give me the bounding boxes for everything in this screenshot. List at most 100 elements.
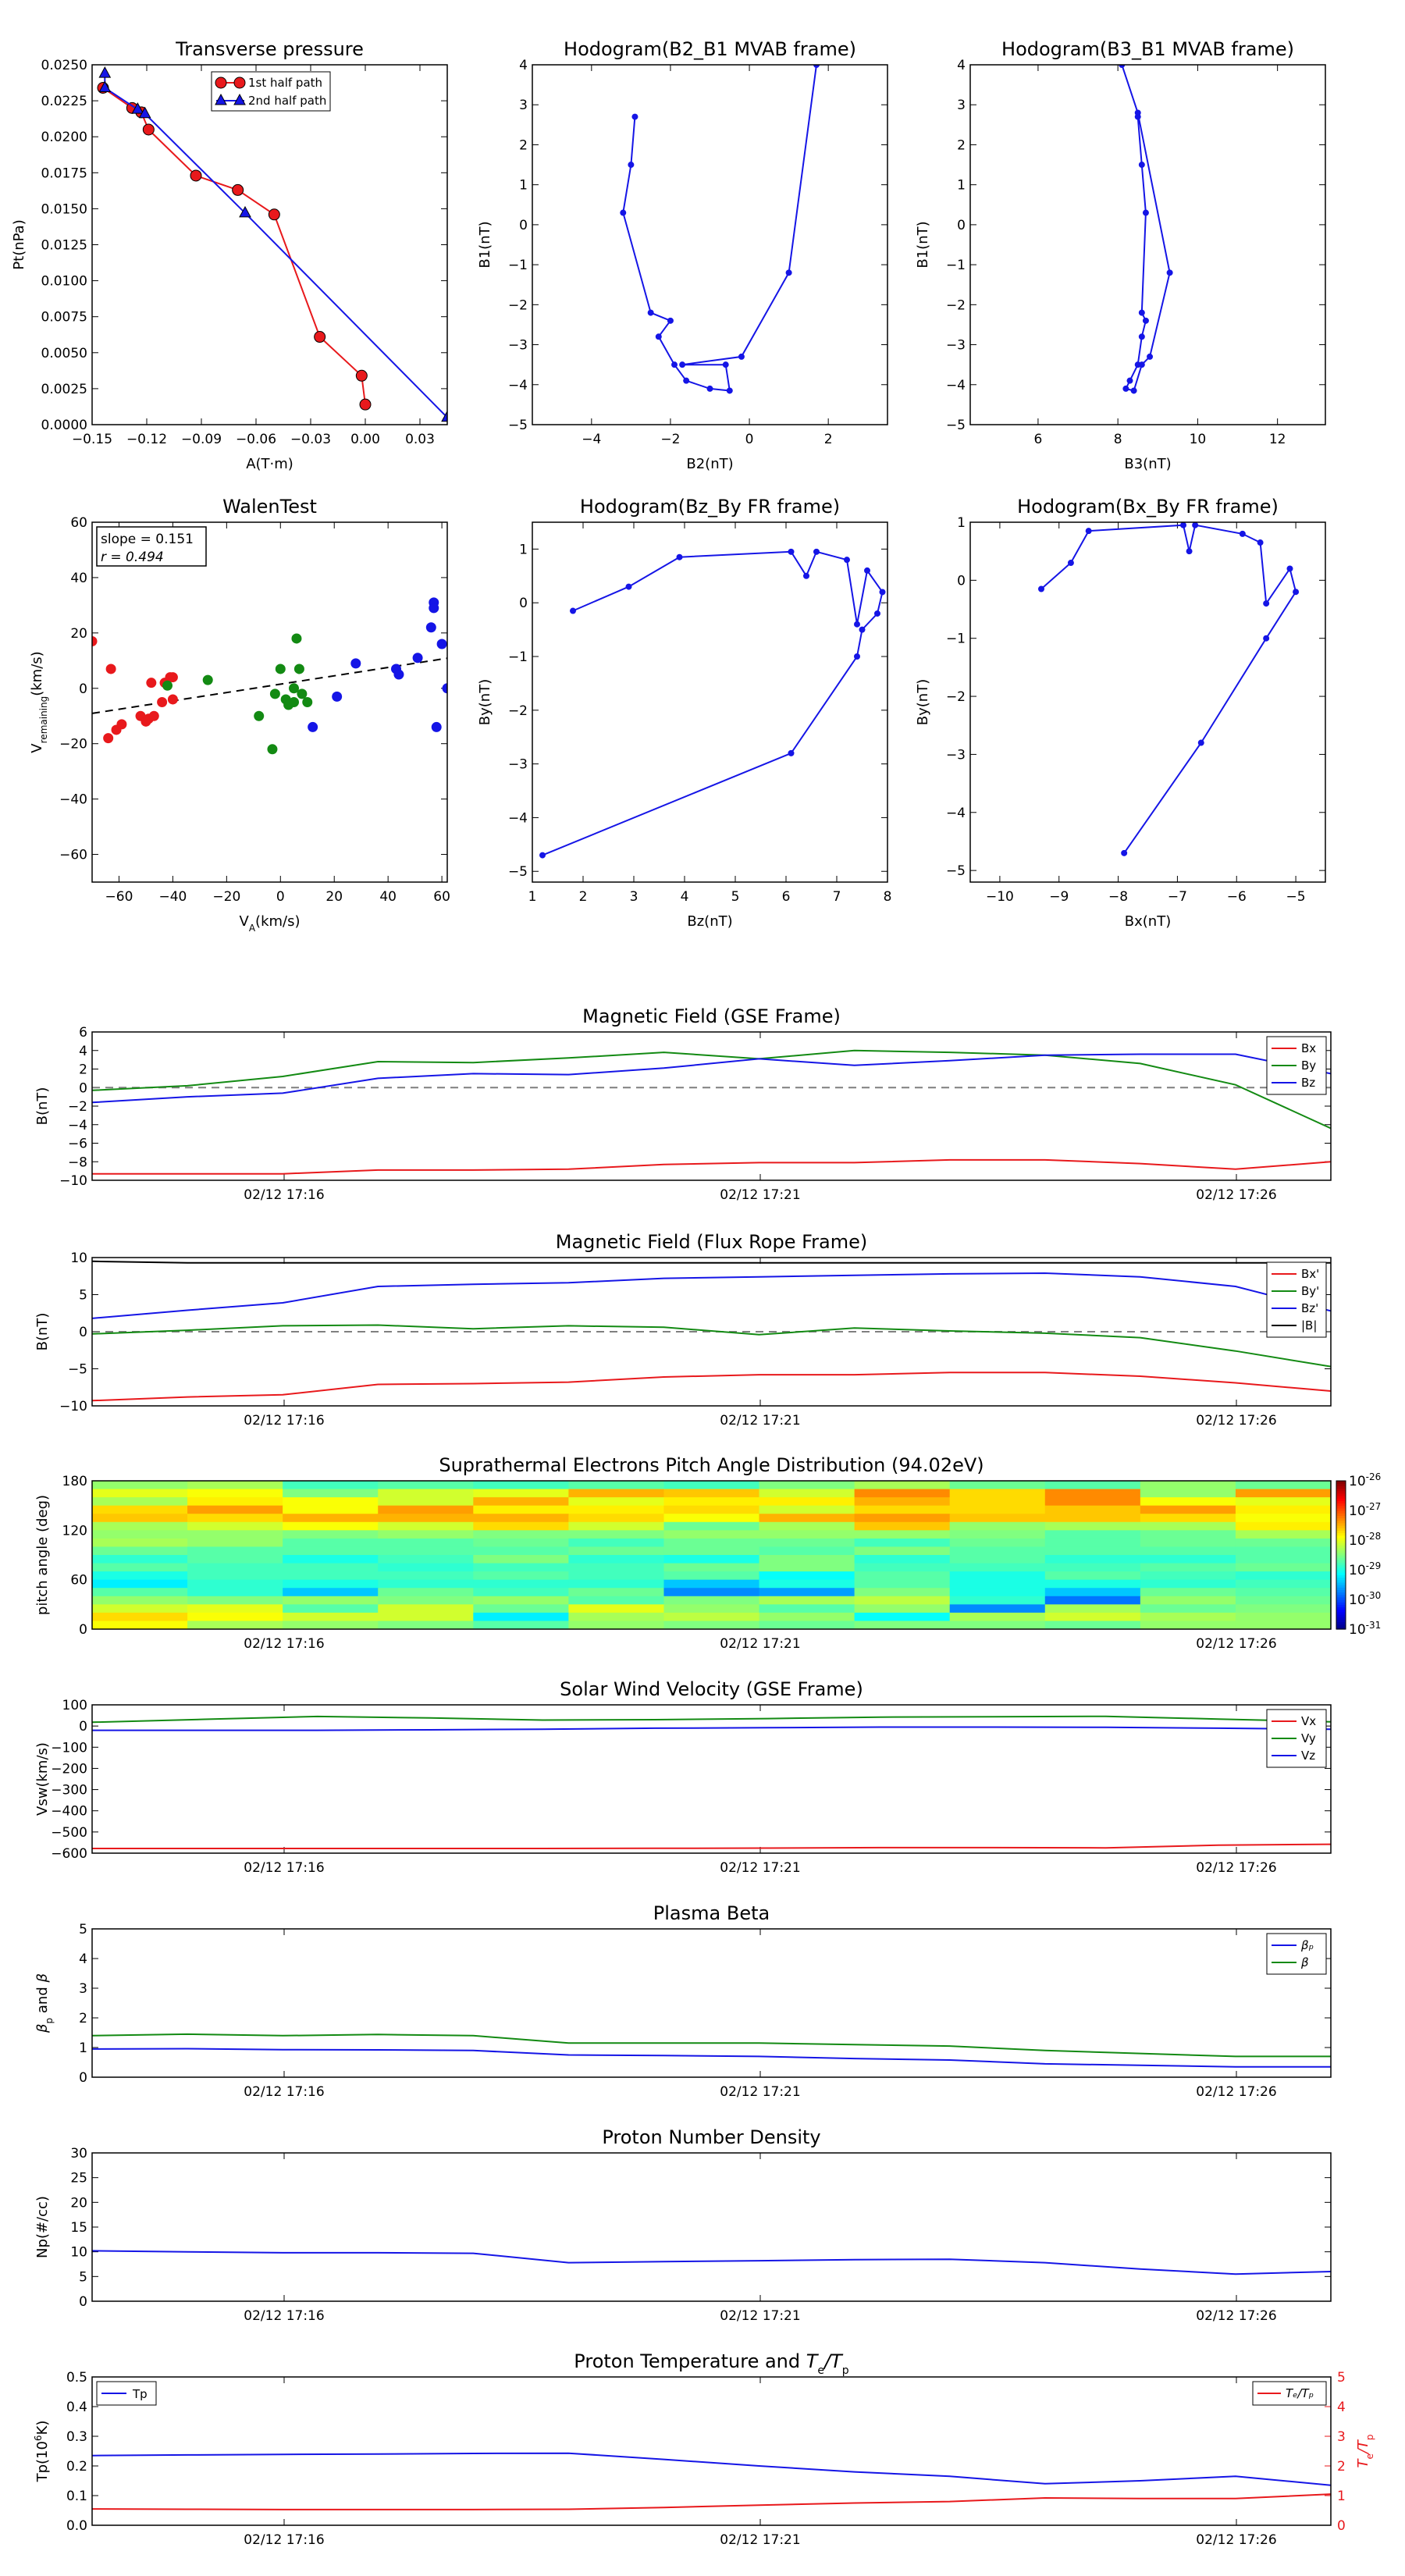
x-tick-label: 60	[433, 889, 450, 905]
heatmap-cell	[949, 1530, 1046, 1539]
chart-vsw: Solar Wind Velocity (GSE Frame) −600 −500 −…	[34, 1678, 1332, 1876]
heatmap-cell	[378, 1596, 474, 1605]
data-point	[1197, 739, 1204, 746]
data-point	[620, 209, 627, 216]
x-tick-label: 4	[681, 889, 689, 905]
plot-frame	[532, 64, 888, 425]
heatmap-cell	[1044, 1612, 1141, 1622]
heatmap-cell	[283, 1571, 379, 1581]
heatmap-cell	[1044, 1538, 1141, 1548]
heatmap-cell	[92, 1571, 188, 1581]
heatmap-cell	[949, 1521, 1046, 1531]
colorbar-segment	[1336, 1542, 1346, 1546]
heatmap-cell	[378, 1538, 474, 1548]
colorbar-segment	[1336, 1617, 1346, 1620]
heatmap-cell	[854, 1621, 951, 1629]
y-tick-label: −60	[59, 848, 87, 863]
chart-title: Proton Temperature and Te/Tp	[574, 2350, 849, 2377]
heatmap-cell	[1044, 1505, 1141, 1514]
heatmap-cell	[1044, 1571, 1141, 1581]
x-tick-label: 02/12 17:21	[720, 1413, 800, 1429]
series-line	[92, 1053, 1331, 1104]
heatmap-cell	[663, 1497, 760, 1507]
x-tick-label: 7	[833, 889, 841, 905]
y-tick-label: 1	[957, 178, 966, 194]
heatmap-cell	[187, 1604, 283, 1614]
y-tick-label: 0	[79, 1622, 87, 1638]
x-tick-label: 02/12 17:16	[244, 1187, 324, 1203]
heatmap-cell	[568, 1596, 665, 1605]
x-tick-label: −8	[1108, 889, 1128, 905]
y-tick-label: −3	[508, 757, 528, 773]
chart-title: WalenTest	[222, 496, 317, 518]
x-tick-label: 02/12 17:26	[1196, 1187, 1276, 1203]
heatmap-cell	[568, 1555, 665, 1564]
y-tick-label: 0.0075	[41, 310, 87, 326]
heatmap-cell	[568, 1612, 665, 1622]
legend-marker	[215, 93, 227, 105]
y2-tick-label: 3	[1337, 2429, 1346, 2445]
data-point	[1121, 849, 1128, 856]
colorbar-segment	[1336, 1611, 1346, 1615]
heatmap-cell	[663, 1489, 760, 1498]
y-tick-label: 0	[519, 218, 528, 233]
data-point	[854, 653, 860, 660]
colorbar-segment	[1336, 1589, 1346, 1593]
heatmap-cell	[187, 1546, 283, 1556]
heatmap-cell	[854, 1579, 951, 1589]
x-tick-label: 02/12 17:26	[1196, 1413, 1276, 1429]
heatmap-cell	[283, 1604, 379, 1614]
heatmap-cell	[1140, 1555, 1236, 1564]
plot-area	[1119, 65, 1173, 394]
heatmap-cell	[283, 1489, 379, 1498]
heatmap-cell	[663, 1521, 760, 1531]
x-tick-label: 02/12 17:21	[720, 2084, 800, 2100]
data-point	[788, 749, 795, 756]
heatmap-cell	[283, 1497, 379, 1507]
y-tick-label: 20	[70, 626, 87, 642]
colorbar-segment	[1336, 1528, 1346, 1531]
data-point	[436, 639, 447, 649]
legend-left: Tp	[96, 2381, 157, 2406]
plot-area	[97, 66, 447, 422]
data-point	[854, 621, 860, 628]
colorbar-segment	[1336, 1577, 1346, 1581]
heatmap-cell	[473, 1505, 569, 1514]
heatmap-cell	[187, 1596, 283, 1605]
data-point	[539, 852, 546, 859]
plot-frame	[969, 521, 1326, 883]
y-tick-label: 0.0225	[41, 94, 87, 109]
chart-title: Magnetic Field (GSE Frame)	[582, 1005, 841, 1027]
y-tick-label: 15	[70, 2220, 87, 2236]
data-point	[308, 721, 318, 732]
heatmap-cell	[854, 1596, 951, 1605]
colorbar-segment	[1336, 1505, 1346, 1509]
heatmap-cell	[759, 1563, 855, 1572]
data-point	[1130, 387, 1137, 394]
plot-frame	[91, 2376, 1332, 2526]
heatmap-cell	[759, 1596, 855, 1605]
y-axis-label: βp and β	[34, 1973, 55, 2033]
data-point	[146, 678, 157, 688]
heatmap-cell	[187, 1497, 283, 1507]
heatmap-cell	[759, 1604, 855, 1614]
data-point	[738, 353, 745, 360]
plot-frame	[91, 1704, 1332, 1854]
heatmap-cell	[854, 1563, 951, 1572]
heatmap-cell	[473, 1514, 569, 1523]
heatmap-cell	[378, 1521, 474, 1531]
heatmap-cell	[1140, 1612, 1236, 1622]
y-tick-label: 4	[957, 58, 966, 73]
heatmap-cell	[1235, 1563, 1331, 1572]
data-point	[232, 183, 244, 196]
chart-bfr: Magnetic Field (Flux Rope Frame) −10 −5 0 5 1…	[34, 1231, 1332, 1429]
series-line	[92, 1324, 1331, 1368]
heatmap-cell	[473, 1481, 569, 1490]
heatmap-cell	[759, 1489, 855, 1498]
heatmap-cell	[92, 1521, 188, 1531]
y-tick-label: 180	[62, 1474, 87, 1489]
heatmap-cell	[92, 1579, 188, 1589]
colorbar-segment	[1336, 1574, 1346, 1578]
x-tick-label: 6	[1033, 432, 1042, 447]
x-tick-label: 02/12 17:26	[1196, 2532, 1276, 2548]
